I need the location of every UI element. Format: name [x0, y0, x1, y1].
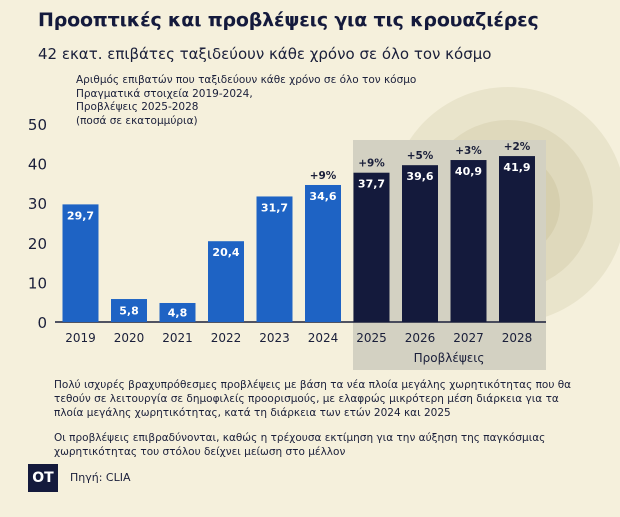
- bar-chart: 0 10 20 30 40 50 29,7 2019 5,8 2020 4,8 2021 20,4 20…: [28, 87, 620, 370]
- bar-value-label: 5,8: [119, 305, 139, 318]
- bar-2027: [450, 160, 487, 322]
- page-title: Προοπτικές και προβλέψεις για τις κρουαζ…: [38, 9, 539, 31]
- bar-value-label: 34,6: [309, 190, 336, 203]
- bar-2026: [402, 165, 438, 322]
- note-1: Πολύ ισχυρές βραχυπρόθεσμες προβλέψεις μ…: [54, 379, 572, 419]
- y-tick-label: 0: [37, 314, 47, 332]
- bar-2025: [353, 172, 390, 322]
- x-tick-label: 2023: [259, 331, 290, 345]
- x-tick-label: 2025: [356, 331, 387, 345]
- bar-2020: [111, 299, 147, 322]
- y-tick-label: 40: [28, 156, 47, 174]
- bar-value-label: 4,8: [168, 306, 188, 319]
- y-tick-label: 10: [28, 274, 47, 292]
- growth-label: +2%: [504, 141, 531, 153]
- bar-2021: [159, 302, 196, 322]
- forecast-label: Προβλέψεις: [414, 351, 485, 365]
- bar-2028: [499, 156, 535, 322]
- bar-2024: [305, 184, 341, 322]
- bar-2019: [62, 204, 99, 322]
- x-tick-label: 2021: [162, 331, 193, 345]
- bar-value-label: 41,9: [503, 161, 530, 174]
- y-tick-label: 20: [28, 235, 47, 253]
- chart-description-line: Αριθμός επιβατών που ταξιδεύουν κάθε χρό…: [76, 74, 417, 86]
- growth-label: +3%: [455, 145, 482, 157]
- bar-value-label: 40,9: [455, 165, 482, 178]
- growth-label: +9%: [358, 158, 385, 170]
- page-subtitle: 42 εκατ. επιβάτες ταξιδεύουν κάθε χρόνο …: [38, 45, 492, 63]
- chart-description: Αριθμός επιβατών που ταξιδεύουν κάθε χρό…: [76, 74, 416, 128]
- bar-2023: [256, 196, 293, 322]
- bar-value-label: 37,7: [358, 178, 385, 191]
- x-tick-label: 2019: [65, 331, 96, 345]
- chart-description-line: Προβλέψεις 2025-2028: [76, 101, 199, 113]
- x-tick-label: 2022: [211, 331, 242, 345]
- y-tick-label: 30: [28, 195, 47, 213]
- bar-value-label: 29,7: [67, 209, 94, 222]
- x-tick-label: 2020: [114, 331, 145, 345]
- bar-value-label: 31,7: [261, 201, 288, 214]
- x-tick-label: 2027: [453, 331, 484, 345]
- bar-value-label: 20,4: [212, 246, 239, 259]
- growth-label: +5%: [407, 150, 434, 162]
- growth-label: +9%: [310, 170, 337, 182]
- chart-description-line: Πραγματικά στοιχεία 2019-2024,: [76, 87, 253, 100]
- bar-2022: [208, 241, 244, 322]
- chart-description-line: (ποσά σε εκατομμύρια): [76, 114, 198, 127]
- x-tick-label: 2028: [502, 331, 533, 345]
- y-tick-label: 50: [28, 116, 47, 134]
- source-text: Πηγή: CLIA: [70, 471, 131, 484]
- x-tick-label: 2024: [308, 331, 339, 345]
- publisher-logo: OT: [28, 464, 58, 492]
- note-2: Οι προβλέψεις επιβραδύνονται, καθώς η τρ…: [54, 432, 546, 458]
- x-tick-label: 2026: [405, 331, 436, 345]
- bar-value-label: 39,6: [406, 170, 433, 183]
